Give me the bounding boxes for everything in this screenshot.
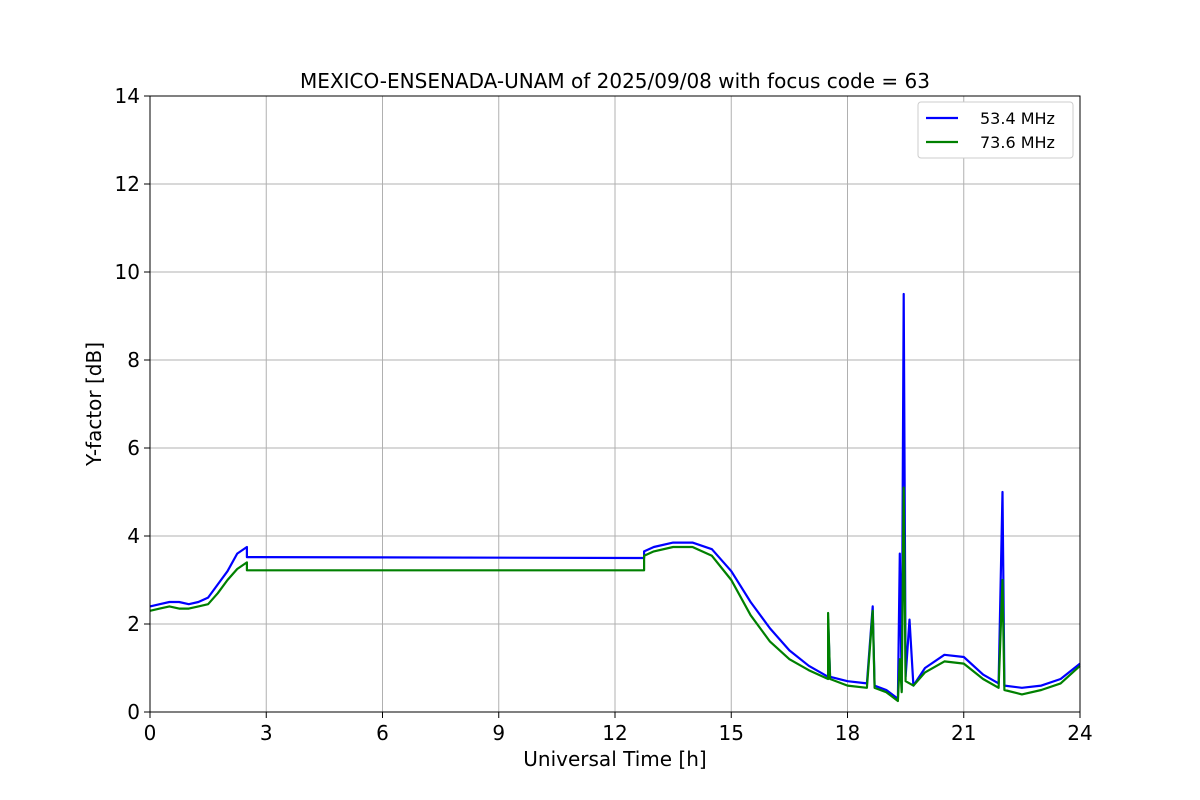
y-tick-label: 6 xyxy=(127,436,140,460)
x-tick-label: 24 xyxy=(1067,721,1092,745)
y-tick-label: 14 xyxy=(115,84,140,108)
y-tick-label: 2 xyxy=(127,612,140,636)
series-line-2 xyxy=(149,486,1081,703)
y-tick-label: 4 xyxy=(127,524,140,548)
legend-entry: 73.6 MHz xyxy=(980,133,1055,152)
legend-box xyxy=(917,101,1074,159)
x-axis-label: Universal Time [h] xyxy=(523,747,706,771)
y-tick-label: 12 xyxy=(115,172,140,196)
x-tick-label: 15 xyxy=(719,721,744,745)
chart-title: MEXICO-ENSENADA-UNAM of 2025/09/08 with … xyxy=(300,69,930,93)
y-tick-label: 10 xyxy=(115,260,140,284)
x-tick-label: 12 xyxy=(602,721,627,745)
x-tick-label: 0 xyxy=(144,721,157,745)
y-tick-label: 8 xyxy=(127,348,140,372)
grid xyxy=(149,95,1081,713)
x-tick-label: 21 xyxy=(951,721,976,745)
y-axis-label: Y-factor [dB] xyxy=(82,342,106,467)
y-tick-label: 0 xyxy=(127,700,140,724)
x-tick-label: 18 xyxy=(835,721,860,745)
legend: 53.4 MHz 73.6 MHz xyxy=(917,101,1074,159)
legend-entry: 53.4 MHz xyxy=(980,109,1055,128)
x-tick-label: 3 xyxy=(260,721,273,745)
x-tick-label: 9 xyxy=(492,721,505,745)
x-tick-label: 6 xyxy=(376,721,389,745)
series-layer xyxy=(149,292,1081,703)
